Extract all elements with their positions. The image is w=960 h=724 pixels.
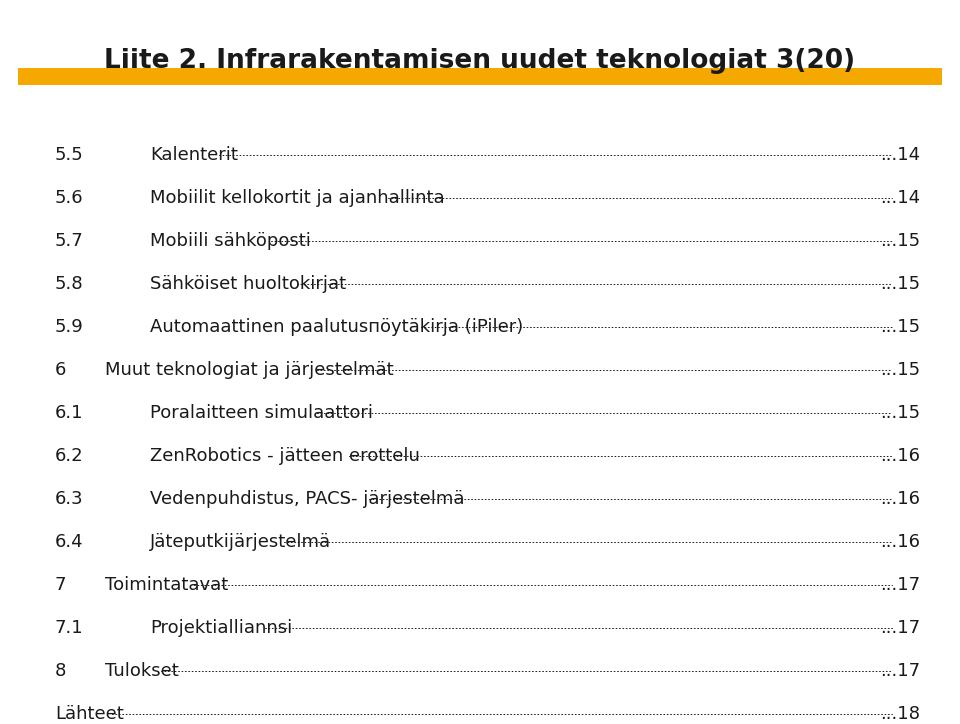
Text: ...15: ...15 (880, 361, 920, 379)
Text: 6: 6 (55, 361, 66, 379)
Text: ...18: ...18 (880, 705, 920, 723)
Text: ...14: ...14 (880, 189, 920, 207)
Text: ...15: ...15 (880, 318, 920, 336)
Text: ...15: ...15 (880, 232, 920, 250)
Text: 6.4: 6.4 (55, 533, 84, 551)
Text: 5.7: 5.7 (55, 232, 84, 250)
Text: ...16: ...16 (880, 490, 920, 508)
Bar (18, 68, 942, 85)
Text: Mobiili sähköposti: Mobiili sähköposti (150, 232, 311, 250)
Text: ...16: ...16 (880, 447, 920, 465)
Text: 5.8: 5.8 (55, 275, 84, 293)
Text: Jäteputkijärjestelmä: Jäteputkijärjestelmä (150, 533, 331, 551)
Text: Liite 2. Infrarakentamisen uudet teknologiat 3(20): Liite 2. Infrarakentamisen uudet teknolo… (105, 48, 855, 74)
Text: Automaattinen paalutusпöytäkirja (iPiler): Automaattinen paalutusпöytäkirja (iPiler… (150, 318, 523, 336)
Text: 5.9: 5.9 (55, 318, 84, 336)
Text: Muut teknologiat ja järjestelmät: Muut teknologiat ja järjestelmät (105, 361, 394, 379)
Text: Mobiilit kellokortit ja ajanhallinta: Mobiilit kellokortit ja ajanhallinta (150, 189, 444, 207)
Text: 6.1: 6.1 (55, 404, 84, 422)
Text: Sähköiset huoltokirjat: Sähköiset huoltokirjat (150, 275, 347, 293)
Text: Toimintatavat: Toimintatavat (105, 576, 228, 594)
Text: 5.6: 5.6 (55, 189, 84, 207)
Text: Poralaitteen simulaattori: Poralaitteen simulaattori (150, 404, 373, 422)
Text: 5.5: 5.5 (55, 146, 84, 164)
Text: Projektialliannsi: Projektialliannsi (150, 619, 292, 637)
Text: Tulokset: Tulokset (105, 662, 179, 680)
Text: 7: 7 (55, 576, 66, 594)
Text: Kalenterit: Kalenterit (150, 146, 238, 164)
Text: 6.3: 6.3 (55, 490, 84, 508)
Text: ...17: ...17 (880, 662, 920, 680)
Text: 6.2: 6.2 (55, 447, 84, 465)
Text: ...15: ...15 (880, 404, 920, 422)
Text: Vedenpuhdistus, PACS- järjestelmä: Vedenpuhdistus, PACS- järjestelmä (150, 490, 465, 508)
Text: ZenRobotics - jätteen erottelu: ZenRobotics - jätteen erottelu (150, 447, 420, 465)
Text: 7.1: 7.1 (55, 619, 84, 637)
Text: ...16: ...16 (880, 533, 920, 551)
Text: Lähteet: Lähteet (55, 705, 124, 723)
Text: 8: 8 (55, 662, 66, 680)
Text: ...15: ...15 (880, 275, 920, 293)
Text: ...17: ...17 (880, 576, 920, 594)
Text: ...17: ...17 (880, 619, 920, 637)
Text: ...14: ...14 (880, 146, 920, 164)
